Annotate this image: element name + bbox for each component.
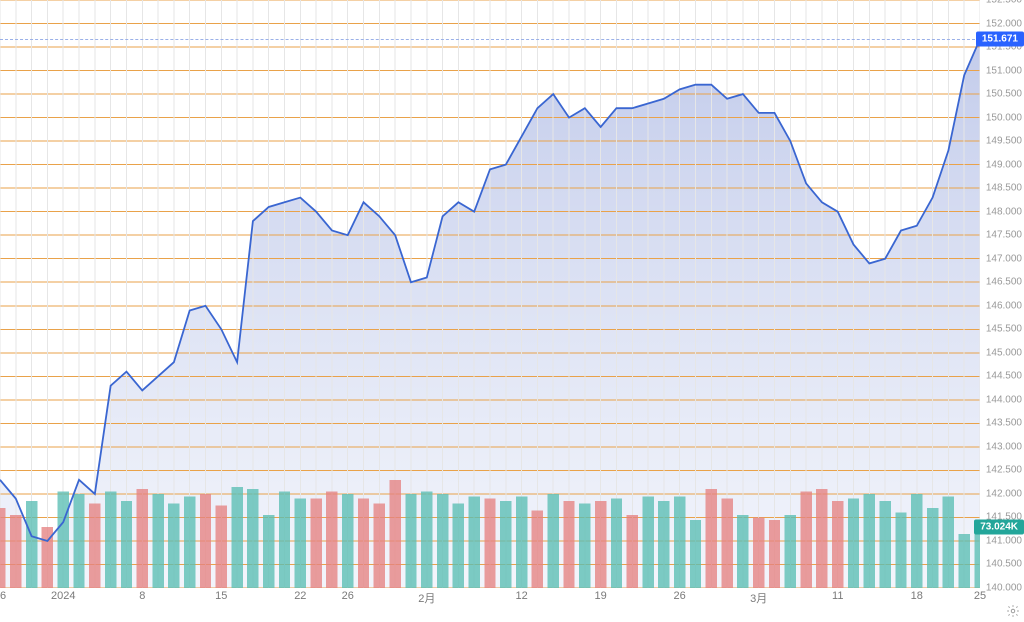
y-tick-label: 152.500: [986, 0, 1022, 6]
x-tick-label: 15: [215, 590, 227, 602]
y-tick-label: 150.000: [986, 112, 1022, 123]
y-tick-label: 145.500: [986, 324, 1022, 335]
x-tick-label: 26: [674, 590, 686, 602]
y-tick-label: 143.000: [986, 441, 1022, 452]
x-tick-label: 22: [294, 590, 306, 602]
y-tick-label: 145.000: [986, 347, 1022, 358]
y-tick-label: 147.500: [986, 230, 1022, 241]
y-tick-label: 152.000: [986, 18, 1022, 29]
y-tick-label: 144.500: [986, 371, 1022, 382]
x-tick-label: 8: [139, 590, 145, 602]
y-tick-label: 146.500: [986, 277, 1022, 288]
x-tick-label: 19: [595, 590, 607, 602]
x-tick-label: 26: [0, 590, 6, 602]
y-tick-label: 149.000: [986, 159, 1022, 170]
last-volume-badge: 73.024K: [974, 519, 1024, 534]
y-tick-label: 140.000: [986, 583, 1022, 594]
x-tick-label: 18: [911, 590, 923, 602]
y-tick-label: 148.000: [986, 206, 1022, 217]
y-tick-label: 148.500: [986, 183, 1022, 194]
y-tick-label: 146.000: [986, 300, 1022, 311]
x-tick-label: 2024: [51, 590, 75, 602]
last-price-guideline: [0, 39, 980, 40]
price-volume-chart[interactable]: 140.000140.500141.000141.500142.000142.5…: [0, 0, 1024, 622]
y-tick-label: 149.500: [986, 136, 1022, 147]
y-tick-label: 151.000: [986, 65, 1022, 76]
x-tick-label: 11: [832, 590, 843, 602]
gear-icon[interactable]: [1006, 604, 1020, 618]
y-tick-label: 147.000: [986, 253, 1022, 264]
y-tick-label: 142.000: [986, 488, 1022, 499]
x-tick-label: 12: [515, 590, 527, 602]
y-tick-label: 150.500: [986, 89, 1022, 100]
y-axis: 140.000140.500141.000141.500142.000142.5…: [980, 0, 1024, 588]
y-tick-label: 144.000: [986, 394, 1022, 405]
x-tick-label: 3月: [750, 590, 767, 606]
y-tick-label: 140.500: [986, 559, 1022, 570]
y-tick-label: 142.500: [986, 465, 1022, 476]
plot-area[interactable]: [0, 0, 980, 588]
x-tick-label: 2月: [418, 590, 435, 606]
x-tick-label: 26: [342, 590, 354, 602]
y-tick-label: 141.000: [986, 535, 1022, 546]
x-axis: 26202481522262月1219263月111825: [0, 588, 980, 622]
y-tick-label: 143.500: [986, 418, 1022, 429]
last-price-badge: 151.671: [976, 31, 1024, 46]
x-tick-label: 25: [974, 590, 986, 602]
price-line: [0, 0, 980, 588]
